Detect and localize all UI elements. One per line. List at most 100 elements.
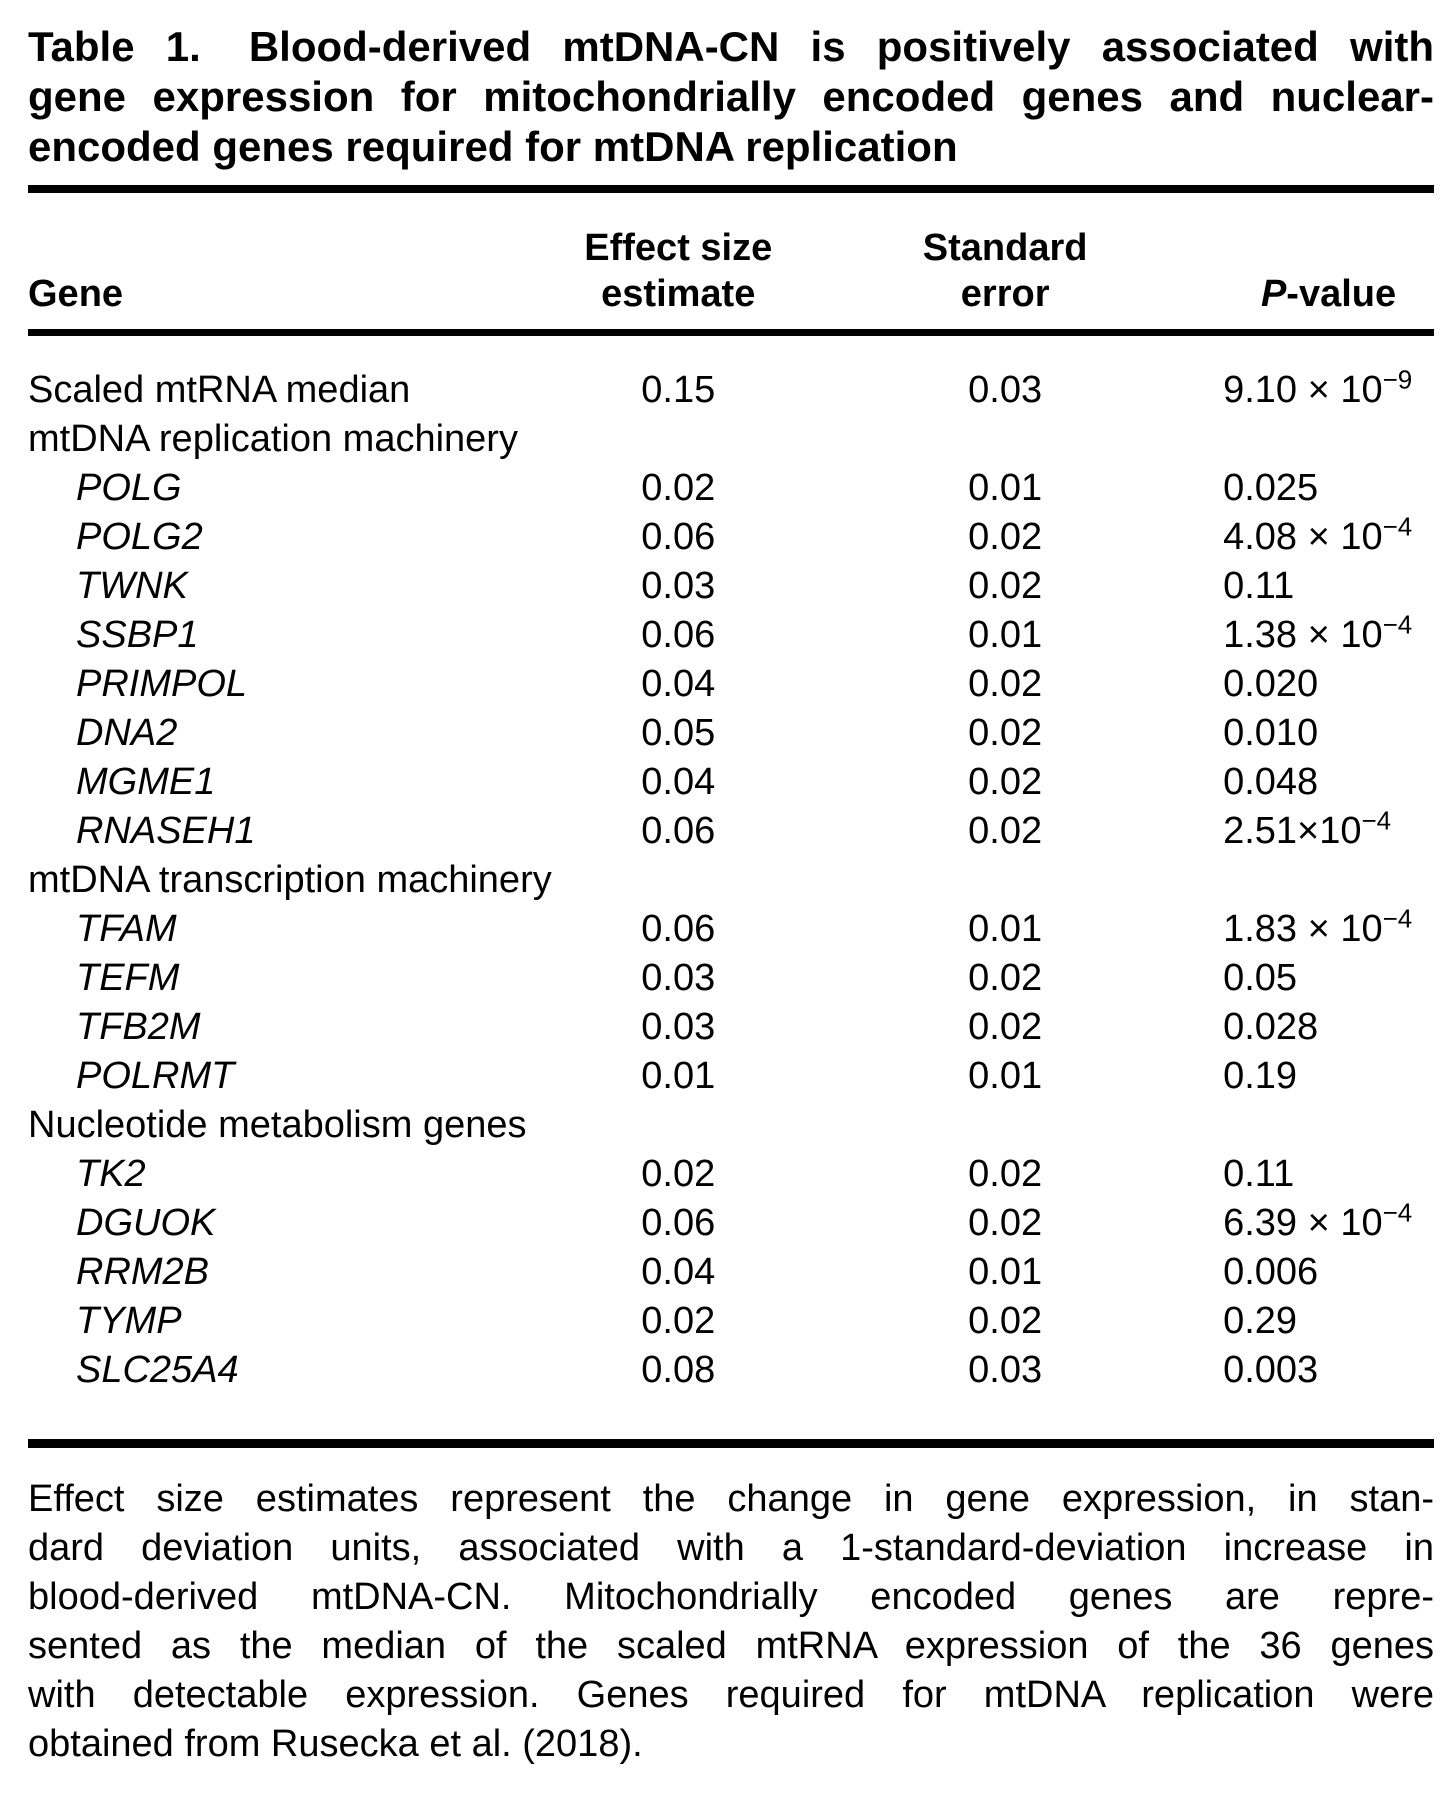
footnote-line: with detectable expression. Genes requir… [28, 1674, 1434, 1716]
caption-line-1: Table 1. Blood-derived mtDNA-CN is positi… [28, 22, 1434, 72]
footnote-line: dard deviation units, associated with a … [28, 1527, 1434, 1569]
gene-cell: TFAM [76, 908, 177, 950]
gene-cell: TK2 [76, 1153, 146, 1195]
p-value-cell: 2.51×10−4 [1223, 805, 1392, 852]
section-row: mtDNA replication machinery [28, 415, 1434, 464]
gene-cell: PRIMPOL [76, 663, 248, 705]
standard-error-cell: 0.03 [968, 1349, 1043, 1391]
footnote-line: obtained from Rusecka et al. (2018). [28, 1723, 643, 1765]
p-value-cell: 0.003 [1223, 1349, 1319, 1391]
table-row: SLC25A4 0.08 0.03 0.003 [28, 1346, 1434, 1395]
caption-line-2: gene expression for mitochondrially enco… [28, 73, 1434, 120]
p-value-cell: 0.29 [1223, 1300, 1298, 1342]
p-value-cell: 0.028 [1223, 1006, 1319, 1048]
effect-size-cell: 0.03 [641, 1006, 716, 1048]
gene-cell: MGME1 [76, 761, 216, 803]
table-body: Scaled mtRNA median 0.15 0.03 9.10 × 10−… [28, 333, 1434, 1396]
standard-error-cell: 0.02 [968, 1300, 1043, 1342]
effect-size-cell: 0.02 [641, 1300, 716, 1342]
caption-text: Blood-derived mtDNA-CN is positively ass… [248, 23, 1434, 70]
header-se-line-2: error [960, 273, 1050, 315]
p-rest: -value [1286, 273, 1397, 315]
gene-cell: SSBP1 [76, 614, 199, 656]
p-value-cell: 0.05 [1223, 957, 1298, 999]
p-value-exponent: −4 [1382, 903, 1413, 934]
gene-cell: TYMP [76, 1300, 182, 1342]
header-effect-line-2: estimate [601, 273, 756, 315]
gene-cell: TFB2M [76, 1006, 201, 1048]
standard-error-cell: 0.02 [968, 810, 1043, 852]
effect-size-cell: 0.02 [641, 1153, 716, 1195]
section-label: Nucleotide metabolism genes [28, 1104, 527, 1146]
footnote-line: blood-derived mtDNA-CN. Mitochondrially … [28, 1576, 1434, 1618]
p-value-exponent: −4 [1361, 805, 1392, 836]
p-value-cell: 4.08 × 10−4 [1223, 511, 1413, 558]
standard-error-cell: 0.02 [968, 565, 1043, 607]
header-se-line-1: Standard [922, 227, 1088, 269]
standard-error-cell: 0.02 [968, 1153, 1043, 1195]
gene-cell: POLG2 [76, 516, 203, 558]
gene-cell: RRM2B [76, 1251, 210, 1293]
effect-size-cell: 0.03 [641, 957, 716, 999]
standard-error-cell: 0.02 [968, 761, 1043, 803]
standard-error-cell: 0.02 [968, 712, 1043, 754]
table-row: DGUOK 0.06 0.02 6.39 × 10−4 [28, 1199, 1434, 1248]
table-row: TFAM 0.06 0.01 1.83 × 10−4 [28, 905, 1434, 954]
standard-error-cell: 0.03 [968, 369, 1043, 411]
table-row: TFB2M 0.03 0.02 0.028 [28, 1003, 1434, 1052]
table-footnote: Effect size estimates represent the chan… [28, 1475, 1434, 1769]
p-value-cell: 0.19 [1223, 1055, 1298, 1097]
table-row: PRIMPOL 0.04 0.02 0.020 [28, 660, 1434, 709]
p-value-cell: 0.020 [1223, 663, 1319, 705]
standard-error-cell: 0.02 [968, 516, 1043, 558]
table-row: RRM2B 0.04 0.01 0.006 [28, 1248, 1434, 1297]
caption-rule [28, 185, 1434, 193]
section-row: mtDNA transcription machinery [28, 856, 1434, 905]
table-row: TEFM 0.03 0.02 0.05 [28, 954, 1434, 1003]
p-value-exponent: −9 [1382, 364, 1413, 395]
p-value-cell: 0.11 [1223, 565, 1295, 607]
table-row: DNA2 0.05 0.02 0.010 [28, 709, 1434, 758]
p-value-exponent: −4 [1382, 511, 1413, 542]
effect-size-cell: 0.05 [641, 712, 716, 754]
standard-error-cell: 0.01 [968, 614, 1043, 656]
table-row: SSBP1 0.06 0.01 1.38 × 10−4 [28, 611, 1434, 660]
table-row: POLRMT 0.01 0.01 0.19 [28, 1052, 1434, 1101]
section-label: mtDNA replication machinery [28, 418, 518, 460]
standard-error-cell: 0.02 [968, 1006, 1043, 1048]
p-value-exponent: −4 [1382, 609, 1413, 640]
column-header-standard-error: Standard error [787, 193, 1224, 336]
effect-size-cell: 0.06 [641, 516, 716, 558]
effect-size-cell: 0.04 [641, 1251, 716, 1293]
gene-cell: TEFM [76, 957, 180, 999]
effect-size-cell: 0.06 [641, 614, 716, 656]
gene-cell: Scaled mtRNA median [28, 369, 411, 411]
standard-error-cell: 0.01 [968, 1055, 1043, 1097]
p-value-cell: 6.39 × 10−4 [1223, 1197, 1413, 1244]
effect-size-cell: 0.02 [641, 467, 716, 509]
p-value-cell: 0.048 [1223, 761, 1319, 803]
table-row: RNASEH1 0.06 0.02 2.51×10−4 [28, 807, 1434, 856]
effect-size-cell: 0.06 [641, 908, 716, 950]
effect-size-cell: 0.03 [641, 565, 716, 607]
caption-label: Table 1. [28, 23, 201, 70]
standard-error-cell: 0.02 [968, 663, 1043, 705]
table-row: TK2 0.02 0.02 0.11 [28, 1150, 1434, 1199]
effect-size-cell: 0.04 [641, 761, 716, 803]
p-value-cell: 0.025 [1223, 467, 1319, 509]
header-effect-line-1: Effect size [584, 227, 773, 269]
p-value-exponent: −4 [1382, 1197, 1413, 1228]
gene-cell: DNA2 [76, 712, 178, 754]
column-header-p-value: P-value [1223, 193, 1434, 336]
standard-error-cell: 0.01 [968, 1251, 1043, 1293]
gene-cell: RNASEH1 [76, 810, 256, 852]
p-value-cell: 1.83 × 10−4 [1223, 903, 1413, 950]
table-row: TWNK 0.03 0.02 0.11 [28, 562, 1434, 611]
effect-size-cell: 0.04 [641, 663, 716, 705]
p-value-cell: 0.11 [1223, 1153, 1295, 1195]
footnote-line: sented as the median of the scaled mtRNA… [28, 1625, 1434, 1667]
p-value-cell: 0.006 [1223, 1251, 1319, 1293]
column-header-gene: Gene [28, 193, 570, 336]
effect-size-cell: 0.06 [641, 1202, 716, 1244]
